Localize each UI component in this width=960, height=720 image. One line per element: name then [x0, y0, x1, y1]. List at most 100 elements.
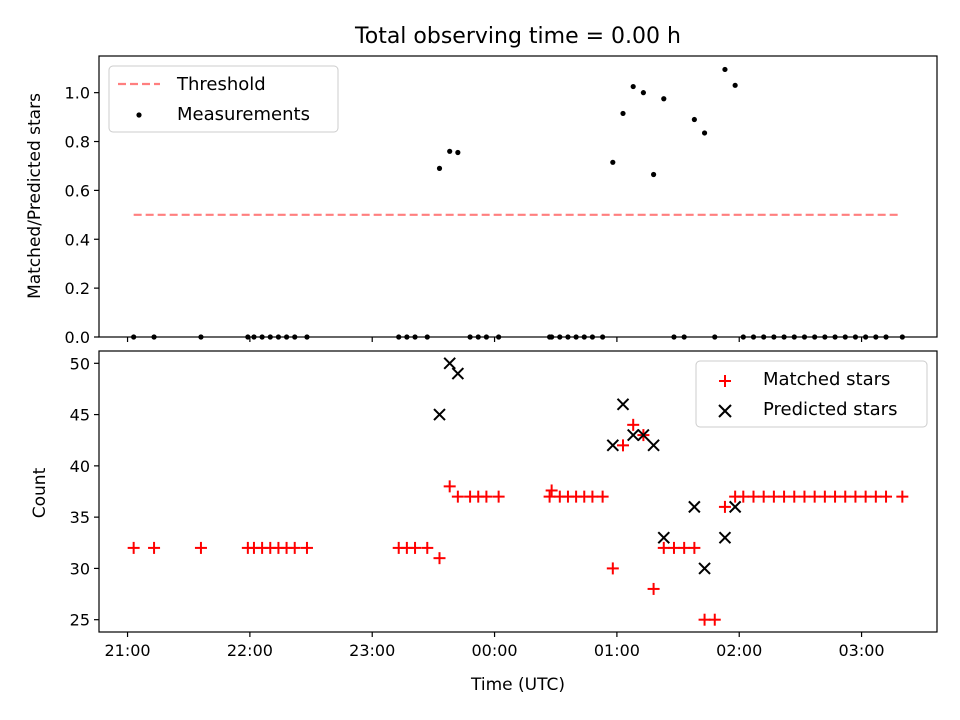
x-axis-label: Time (UTC) — [470, 675, 565, 695]
x-tick-label: 00:00 — [471, 641, 517, 660]
matched-star-point — [778, 490, 791, 503]
matched-star-point — [718, 500, 731, 513]
matched-star-point — [300, 541, 313, 554]
x-tick-label: 01:00 — [594, 641, 640, 660]
y-tick-label: 25 — [70, 611, 90, 630]
x-tick-label: 21:00 — [104, 641, 150, 660]
measurement-point — [620, 110, 626, 117]
measurement-point — [436, 165, 443, 171]
predicted-star-point — [688, 500, 701, 514]
top-axes-frame — [98, 55, 938, 338]
matched-star-point — [808, 490, 821, 503]
matched-star-point — [708, 613, 721, 626]
measurement-point — [650, 171, 657, 178]
y-tick-label: 0.0 — [65, 328, 90, 347]
bottom-axes-frame — [98, 350, 938, 633]
matched-star-point — [829, 490, 842, 503]
bottom-panel: 21:00 22:00 23:00 00:00 01:00 02:00 03:00 25 30… — [30, 350, 938, 695]
matched-star-point — [596, 490, 609, 503]
y-tick-label: 50 — [70, 354, 90, 373]
bottom-legend-box — [695, 360, 928, 428]
matched-star-point — [148, 541, 161, 554]
matched-star-point — [839, 490, 852, 503]
y-tick-label: 0.8 — [65, 133, 90, 152]
matched-star-point — [849, 490, 862, 503]
matched-star-point — [647, 582, 660, 595]
measurement-point — [732, 82, 738, 88]
matched-star-point — [545, 484, 558, 497]
predicted-star-point — [657, 531, 670, 544]
bottom-x-ticks: 21:00 22:00 23:00 00:00 01:00 02:00 03:00 — [104, 632, 885, 660]
top-x-ticks — [126, 337, 863, 342]
matched-star-point — [288, 541, 301, 554]
legend-measurements-swatch — [136, 112, 142, 118]
x-tick-label: 03:00 — [839, 641, 885, 660]
matched-star-point — [627, 418, 640, 431]
predicted-star-point — [718, 531, 732, 544]
matched-star-point — [433, 552, 446, 565]
matched-star-point — [798, 490, 811, 503]
measurement-point — [691, 116, 697, 123]
x-tick-label: 02:00 — [716, 641, 762, 660]
matched-star-point — [757, 490, 770, 503]
matched-star-point — [657, 541, 670, 554]
matched-star-point — [586, 490, 599, 503]
measurement-point — [447, 148, 453, 154]
matched-star-point — [617, 439, 630, 452]
y-tick-label: 35 — [70, 508, 90, 527]
matched-star-point — [543, 490, 556, 503]
x-tick-label: 22:00 — [227, 641, 273, 660]
legend-matched-label: Matched stars — [763, 369, 890, 390]
bottom-y-ticks: 25 30 35 40 45 50 — [70, 354, 99, 630]
y-tick-label: 1.0 — [65, 84, 90, 103]
measurement-point — [661, 96, 667, 102]
matched-star-point — [880, 490, 893, 503]
measurement-point — [701, 130, 708, 136]
y-tick-label: 0.6 — [65, 181, 90, 200]
matched-star-point — [678, 541, 691, 554]
top-y-ticks: 0.0 0.2 0.4 0.6 0.8 1.0 — [65, 84, 99, 347]
top-y-axis-label: Matched/Predicted stars — [25, 93, 45, 299]
matched-star-point — [747, 490, 760, 503]
bottom-y-axis-label: Count — [30, 467, 50, 518]
measurement-point — [610, 159, 616, 165]
y-tick-label: 0.2 — [65, 279, 90, 298]
matched-star-point — [667, 541, 680, 554]
bottom-plot-area — [127, 357, 909, 626]
matched-star-point — [194, 541, 207, 554]
matched-star-point — [698, 613, 711, 626]
matched-star-point — [451, 490, 464, 503]
top-legend: Threshold Measurements — [108, 65, 339, 133]
bottom-legend: Matched stars Predicted stars — [695, 360, 928, 428]
y-tick-label: 30 — [70, 559, 90, 578]
matched-star-point — [688, 541, 701, 554]
legend-matched-swatch — [719, 375, 731, 387]
legend-measurements-label: Measurements — [177, 104, 310, 125]
predicted-star-point — [606, 439, 620, 452]
predicted-star-point — [433, 408, 446, 421]
predicted-star-point — [451, 367, 465, 380]
matched-star-point — [896, 490, 909, 503]
matched-star-point — [127, 541, 140, 554]
predicted-star-point — [443, 357, 456, 370]
legend-predicted-label: Predicted stars — [763, 399, 897, 420]
matched-star-point — [443, 480, 456, 493]
predicted-star-point — [728, 500, 742, 514]
matched-star-point — [409, 541, 422, 554]
y-tick-label: 40 — [70, 457, 90, 476]
matched-star-point — [767, 490, 780, 503]
predicted-star-point — [647, 439, 660, 452]
matched-star-point — [818, 490, 831, 503]
matched-star-point — [737, 490, 750, 503]
matched-star-point — [492, 490, 505, 503]
predicted-star-point — [616, 398, 630, 411]
predicted-star-point — [626, 428, 640, 442]
measurement-point — [722, 66, 728, 73]
matched-star-point — [480, 490, 493, 503]
top-legend-box — [108, 65, 339, 133]
figure-title: Total observing time = 0.00 h — [354, 24, 681, 49]
measurement-point — [640, 90, 646, 96]
matched-star-point — [859, 490, 872, 503]
measurement-point — [630, 83, 636, 90]
